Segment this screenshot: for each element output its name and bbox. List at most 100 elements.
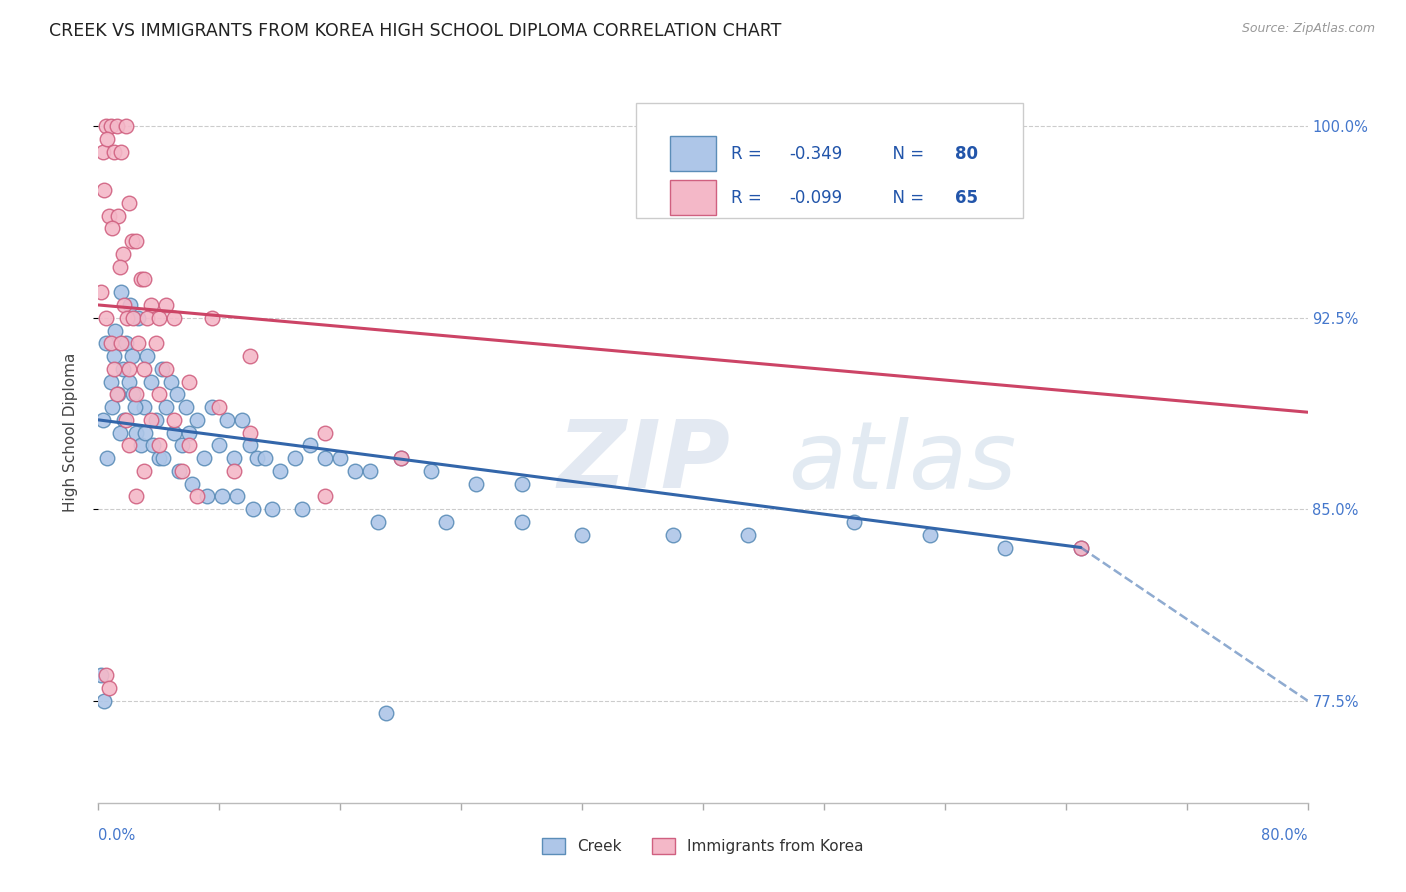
Point: [329, 451, 352, 466]
Point: [242, 502, 264, 516]
Point: [100, 120, 122, 134]
Point: [389, 451, 412, 466]
Point: [118, 438, 141, 452]
Point: [465, 476, 488, 491]
Point: [125, 387, 148, 401]
Point: [112, 298, 135, 312]
Point: [201, 400, 224, 414]
Point: [186, 413, 208, 427]
Point: [420, 464, 443, 478]
Point: [114, 336, 136, 351]
Point: [127, 336, 149, 351]
Point: [98, 209, 121, 223]
Point: [208, 438, 231, 452]
Text: R =: R =: [731, 188, 766, 207]
Point: [167, 464, 190, 478]
Point: [134, 425, 156, 440]
Point: [118, 361, 141, 376]
Point: [132, 272, 155, 286]
Point: [269, 464, 291, 478]
Point: [389, 451, 412, 466]
Point: [314, 490, 336, 504]
Point: [211, 490, 233, 504]
Text: N =: N =: [882, 145, 929, 162]
Point: [299, 438, 322, 452]
Point: [160, 375, 183, 389]
Point: [239, 349, 262, 363]
Text: 80.0%: 80.0%: [1261, 828, 1308, 843]
Point: [96, 451, 118, 466]
Point: [115, 310, 138, 325]
Point: [186, 490, 208, 504]
Point: [226, 490, 249, 504]
Point: [91, 413, 114, 427]
Point: [114, 413, 136, 427]
Point: [124, 400, 146, 414]
Point: [141, 375, 163, 389]
Point: [155, 400, 177, 414]
Legend: Creek, Immigrants from Korea: Creek, Immigrants from Korea: [543, 838, 863, 855]
Point: [108, 260, 131, 274]
Point: [122, 310, 145, 325]
Point: [193, 451, 215, 466]
Point: [314, 451, 336, 466]
Point: [125, 490, 148, 504]
Point: [100, 375, 122, 389]
Point: [148, 387, 170, 401]
Point: [166, 387, 188, 401]
Point: [510, 476, 533, 491]
Point: [118, 195, 141, 210]
Point: [100, 336, 122, 351]
Point: [148, 438, 170, 452]
Point: [132, 464, 155, 478]
Point: [360, 464, 382, 478]
Point: [253, 451, 276, 466]
Y-axis label: High School Diploma: High School Diploma: [63, 353, 77, 512]
Text: 0.0%: 0.0%: [98, 828, 135, 843]
Text: 80: 80: [955, 145, 977, 162]
Text: 65: 65: [955, 188, 977, 207]
Point: [145, 413, 167, 427]
FancyBboxPatch shape: [637, 103, 1024, 218]
Point: [170, 464, 193, 478]
Point: [155, 298, 177, 312]
Point: [1070, 541, 1092, 555]
Point: [120, 298, 142, 312]
Point: [90, 668, 112, 682]
Text: -0.099: -0.099: [789, 188, 842, 207]
Point: [112, 413, 135, 427]
Point: [98, 681, 121, 695]
Point: [94, 310, 117, 325]
Point: [94, 336, 117, 351]
Point: [101, 221, 124, 235]
Point: [111, 247, 134, 261]
Point: [201, 310, 224, 325]
Point: [129, 438, 152, 452]
Text: Source: ZipAtlas.com: Source: ZipAtlas.com: [1241, 22, 1375, 36]
Point: [367, 515, 389, 529]
Point: [661, 527, 683, 541]
Point: [434, 515, 457, 529]
Point: [155, 361, 177, 376]
Point: [105, 120, 128, 134]
Point: [262, 502, 284, 516]
Point: [163, 413, 186, 427]
Point: [571, 527, 593, 541]
Point: [101, 400, 124, 414]
Point: [103, 145, 125, 159]
Point: [122, 387, 145, 401]
Point: [510, 515, 533, 529]
Point: [224, 464, 246, 478]
Point: [121, 349, 143, 363]
Point: [148, 451, 170, 466]
Point: [374, 706, 396, 721]
Point: [224, 451, 246, 466]
Point: [314, 425, 336, 440]
Text: -0.349: -0.349: [789, 145, 842, 162]
Point: [110, 145, 132, 159]
Point: [90, 285, 112, 300]
Point: [152, 451, 174, 466]
Point: [163, 425, 186, 440]
Point: [142, 438, 165, 452]
Point: [132, 361, 155, 376]
